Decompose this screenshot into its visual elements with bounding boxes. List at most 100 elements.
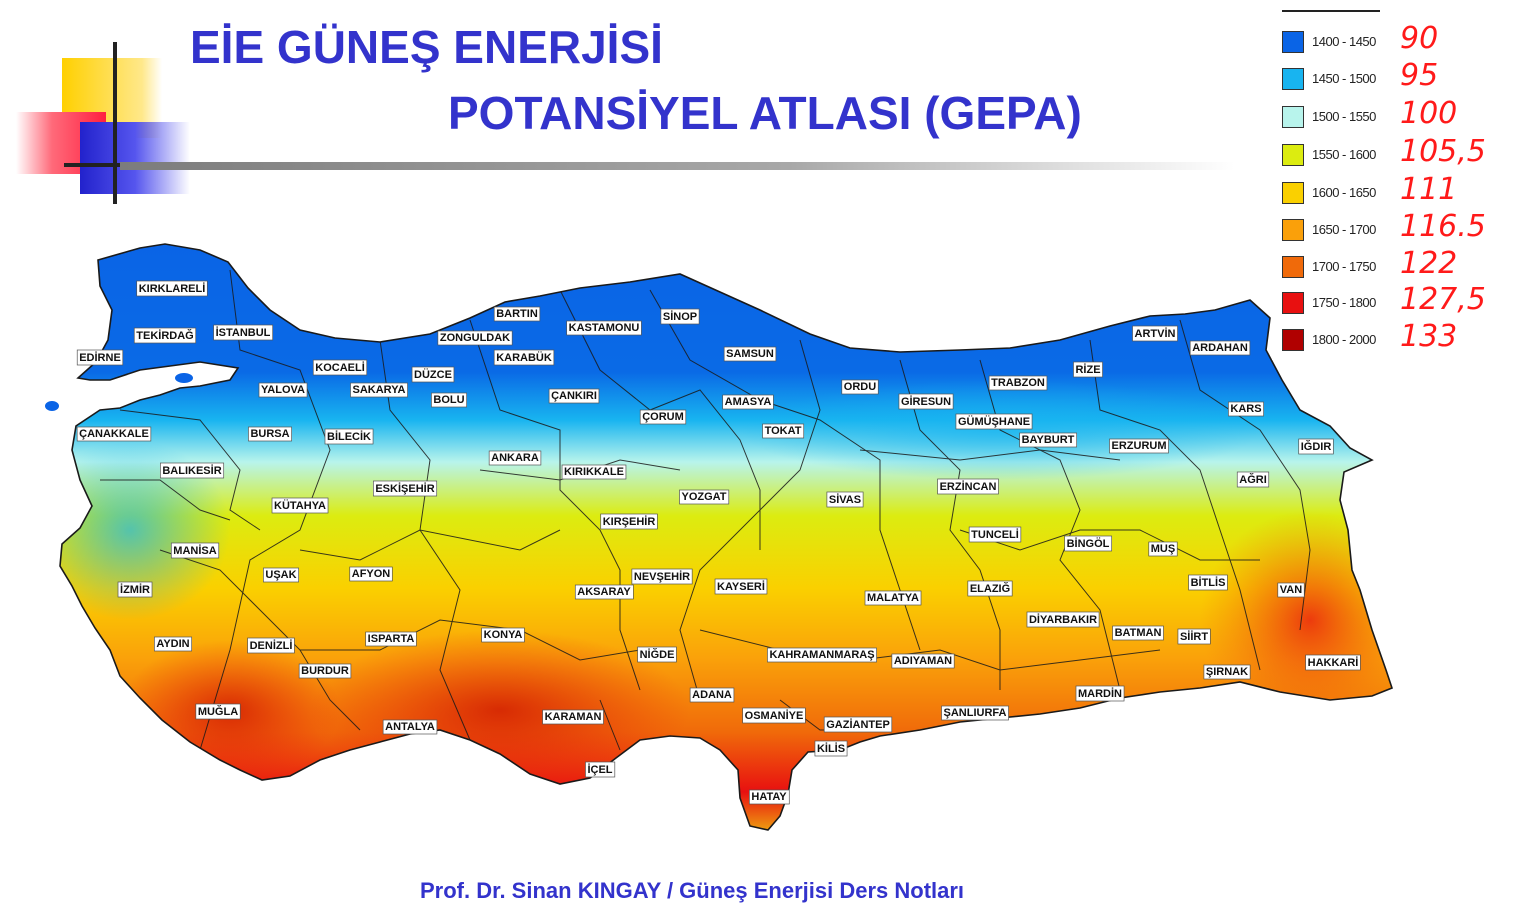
city-label: HATAY xyxy=(749,789,790,805)
city-name: NİĞDE xyxy=(640,648,675,661)
city-label: OSMANİYE xyxy=(742,707,806,724)
city-label: KARAMAN xyxy=(542,709,604,725)
city-name: İZMİR xyxy=(120,583,150,596)
city-label: KAYSERİ xyxy=(714,578,768,595)
city-label: BARTIN xyxy=(493,306,541,322)
city-label: SİİRT xyxy=(1177,628,1211,645)
legend-note: 105,5 xyxy=(1400,134,1486,169)
city-name: KARABÜK xyxy=(496,351,552,364)
city-name: İÇEL xyxy=(587,763,612,776)
city-label-box xyxy=(133,327,197,344)
city-label-box xyxy=(574,584,634,600)
city-label-box xyxy=(1305,654,1361,671)
city-label-box xyxy=(600,513,658,530)
city-label: GAZİANTEP xyxy=(823,716,893,733)
city-label-box xyxy=(689,687,735,703)
city-label: KARS xyxy=(1228,401,1264,417)
city-label: BİLECİK xyxy=(324,428,374,445)
legend-range: 1500 - 1550 xyxy=(1312,109,1376,124)
city-name: DİYARBAKIR xyxy=(1029,613,1097,626)
city-label-box xyxy=(1112,625,1164,641)
legend-range: 1550 - 1600 xyxy=(1312,147,1376,162)
city-label-box xyxy=(749,789,790,805)
city-label: ZONGULDAK xyxy=(437,330,513,346)
city-label: BATMAN xyxy=(1112,625,1164,641)
city-label-box xyxy=(76,426,152,442)
city-label: TEKİRDAĞ xyxy=(133,327,197,344)
city-label: MUŞ xyxy=(1148,541,1178,557)
city-name: BARTIN xyxy=(496,308,538,320)
city-name: KIRIKKALE xyxy=(564,466,624,478)
city-name: ERZİNCAN xyxy=(940,480,997,493)
city-label: ŞANLIURFA xyxy=(941,705,1009,721)
city-name: GİRESUN xyxy=(901,395,951,408)
city-label-box xyxy=(1026,611,1100,628)
city-label-box xyxy=(324,428,374,445)
city-name: BİNGÖL xyxy=(1067,537,1110,550)
city-name: RİZE xyxy=(1075,363,1100,376)
city-name: ÇORUM xyxy=(642,411,684,423)
legend-swatch xyxy=(1282,219,1304,241)
city-label: GÜMÜŞHANE xyxy=(955,413,1033,430)
city-label-box xyxy=(968,526,1022,543)
city-label: ELAZIĞ xyxy=(967,580,1013,597)
city-name: YOZGAT xyxy=(681,491,726,503)
city-label-box xyxy=(1177,628,1211,645)
city-label: HAKKARİ xyxy=(1305,654,1361,671)
island xyxy=(45,401,59,411)
city-label-box xyxy=(714,578,768,595)
legend-range: 1800 - 2000 xyxy=(1312,332,1376,347)
legend: 1400 - 1450 90 1450 - 1500 95 1500 - 155… xyxy=(1272,0,1522,360)
city-name: MUŞ xyxy=(1151,543,1175,555)
city-name: GÜMÜŞHANE xyxy=(958,415,1030,428)
city-label: AMASYA xyxy=(722,394,774,410)
city-label-box xyxy=(312,359,368,376)
legend-range: 1750 - 1800 xyxy=(1312,295,1376,310)
city-label-box xyxy=(373,480,438,497)
city-label-box xyxy=(1019,432,1078,448)
title-divider xyxy=(120,162,1235,170)
city-label-box xyxy=(631,568,693,585)
city-name: SİİRT xyxy=(1180,630,1208,643)
city-name: KARS xyxy=(1230,403,1261,415)
city-label-box xyxy=(258,382,308,398)
city-name: ŞANLIURFA xyxy=(944,707,1007,719)
city-label: AFYON xyxy=(349,566,393,582)
city-name: UŞAK xyxy=(265,569,296,581)
city-label-box xyxy=(1109,438,1169,454)
city-label: MANİSA xyxy=(170,542,220,559)
city-name: MARDİN xyxy=(1078,687,1122,700)
city-label-box xyxy=(1189,340,1251,356)
city-name: ŞIRNAK xyxy=(1206,666,1248,678)
city-name: ERZURUM xyxy=(1112,440,1167,452)
city-name: SİNOP xyxy=(663,310,697,323)
city-name: DENİZLİ xyxy=(250,639,293,652)
city-label: NİĞDE xyxy=(637,646,677,663)
city-label: GİRESUN xyxy=(898,393,954,410)
legend-range: 1600 - 1650 xyxy=(1312,185,1376,200)
city-label: BOLU xyxy=(431,392,467,408)
city-label-box xyxy=(988,375,1048,391)
city-name: BİTLİS xyxy=(1191,576,1226,589)
city-name: BAYBURT xyxy=(1022,434,1075,446)
province-borders xyxy=(100,269,1311,751)
city-label: ANTALYA xyxy=(382,719,438,735)
city-name: KAYSERİ xyxy=(717,580,765,593)
city-label-box xyxy=(1203,664,1251,680)
city-label-box xyxy=(585,761,616,778)
city-name: ISPARTA xyxy=(368,633,415,645)
city-name: GAZİANTEP xyxy=(826,718,890,731)
city-label: DÜZCE xyxy=(411,366,455,383)
legend-note: 116.5 xyxy=(1400,209,1486,244)
city-label: SİNOP xyxy=(660,308,700,325)
turkey-solar-potential-map: KIRKLARELİ TEKİRDAĞ İSTANBUL EDİRNE BARTIN ZO… xyxy=(45,243,1393,831)
city-label: ORDU xyxy=(841,379,879,395)
city-label: SAMSUN xyxy=(723,346,777,362)
city-label-box xyxy=(561,464,627,480)
city-name: KARAMAN xyxy=(545,711,602,723)
city-label-box xyxy=(679,489,730,505)
city-label: ERZİNCAN xyxy=(937,478,999,495)
city-label-box xyxy=(271,497,329,514)
city-label: DİYARBAKIR xyxy=(1026,611,1100,628)
city-label: ISPARTA xyxy=(365,631,417,647)
